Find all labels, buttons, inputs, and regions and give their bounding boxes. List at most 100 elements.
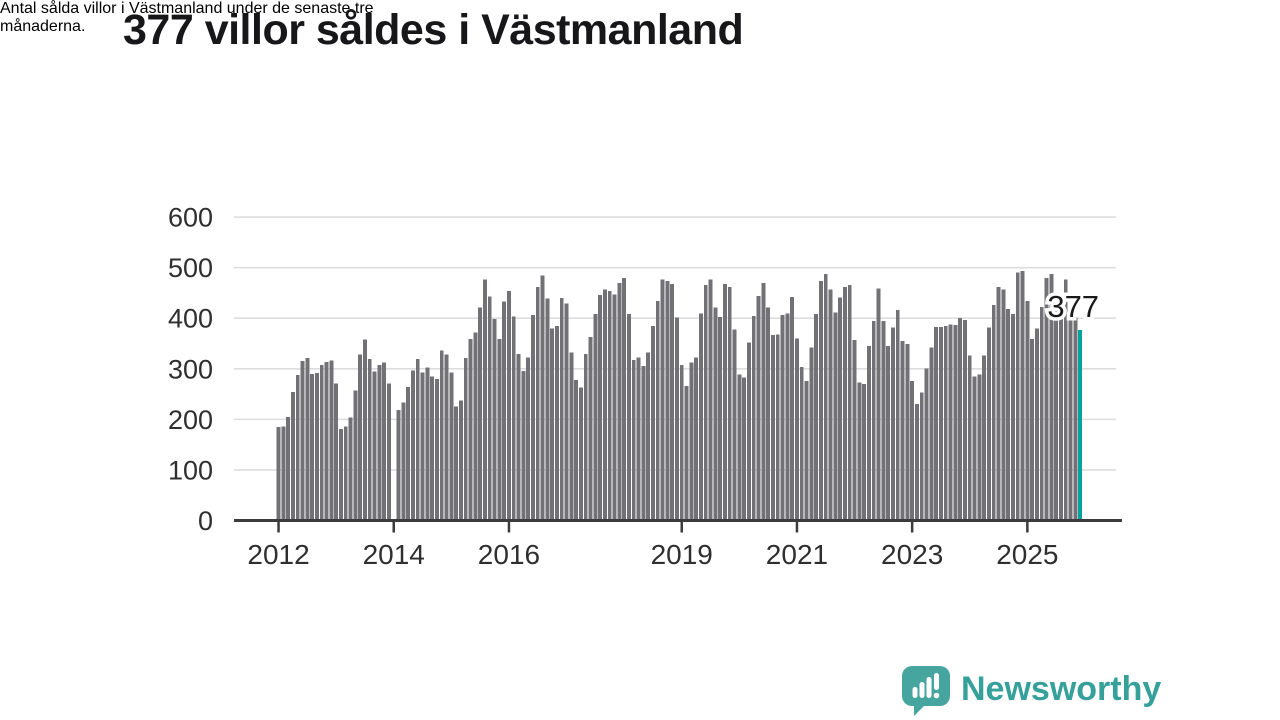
- bar: [420, 372, 425, 521]
- bar: [348, 417, 353, 521]
- bar: [319, 364, 324, 521]
- bar: [948, 324, 953, 521]
- bar: [699, 313, 703, 521]
- bar: [718, 317, 723, 521]
- x-axis-tick-label: 2012: [247, 539, 309, 570]
- bar: [598, 294, 603, 521]
- bar: [771, 334, 775, 521]
- bar: [1063, 279, 1068, 521]
- bar: [487, 296, 492, 521]
- bar: [540, 275, 545, 521]
- bar: [473, 332, 478, 521]
- bar: [967, 355, 972, 521]
- bar: [343, 426, 348, 521]
- bar: [694, 357, 699, 521]
- bar: [886, 346, 891, 521]
- y-axis-tick-label: 200: [168, 405, 213, 435]
- bar: [449, 372, 454, 521]
- bar: [507, 290, 511, 521]
- y-axis-tick-label: 0: [198, 506, 213, 536]
- bar: [708, 279, 713, 521]
- bar: [300, 361, 305, 521]
- bar: [646, 352, 651, 521]
- bar: [1015, 272, 1020, 521]
- bar: [785, 313, 790, 521]
- bar: [977, 374, 982, 521]
- bar: [555, 325, 559, 521]
- bar: [895, 310, 900, 521]
- bar: [852, 339, 857, 521]
- bar: [329, 360, 334, 521]
- bar: [627, 314, 631, 521]
- bar: [492, 319, 497, 521]
- y-axis-tick-label: 600: [168, 203, 213, 233]
- bar: [737, 374, 742, 521]
- chart-subtitle-line1: Antal sålda villor i Västmanland under d…: [0, 0, 374, 17]
- bar: [828, 289, 833, 521]
- bar: [502, 301, 507, 521]
- bar: [583, 354, 588, 521]
- bar: [1011, 314, 1015, 521]
- bar: [953, 324, 958, 521]
- bar: [612, 294, 617, 521]
- y-axis-tick-label: 500: [168, 253, 213, 283]
- bar: [579, 387, 583, 521]
- bar: [915, 404, 919, 521]
- y-axis-tick-label: 400: [168, 304, 213, 334]
- bar: [339, 428, 343, 521]
- bar: [367, 359, 372, 521]
- bar: [607, 290, 612, 521]
- bar: [780, 315, 785, 521]
- bar: [334, 383, 339, 521]
- bar: [603, 289, 607, 521]
- bar: [991, 305, 996, 521]
- bar: [564, 303, 569, 521]
- bar: [655, 301, 660, 521]
- value-annotation: 377: [1047, 289, 1099, 324]
- bar: [353, 390, 358, 521]
- bar: [929, 347, 934, 521]
- bar: [838, 297, 843, 521]
- bar: [761, 282, 766, 521]
- bar: [809, 347, 814, 521]
- y-axis-tick-label: 300: [168, 354, 213, 384]
- bar: [924, 368, 929, 521]
- bar: [622, 277, 627, 521]
- bar: [675, 317, 679, 521]
- bar: [684, 385, 689, 521]
- bar: [550, 328, 555, 521]
- bar: [497, 338, 502, 521]
- bar: [799, 366, 804, 521]
- bar: [636, 357, 641, 521]
- bar: [459, 400, 463, 521]
- bar: [415, 359, 420, 521]
- bar: [468, 338, 473, 521]
- bar: [795, 338, 799, 521]
- bar: [439, 350, 444, 521]
- bar: [1044, 277, 1049, 521]
- bar: [1059, 297, 1063, 521]
- bar: [679, 364, 684, 521]
- x-axis-tick-label: 2014: [363, 539, 425, 570]
- bar: [425, 367, 430, 521]
- bar: [305, 358, 310, 521]
- bar: [526, 357, 531, 521]
- bar: [660, 279, 665, 521]
- bar: [843, 286, 847, 521]
- chart-subtitle-line2: månaderna.: [0, 18, 86, 35]
- x-axis-tick-label: 2021: [766, 539, 828, 570]
- bar: [444, 354, 449, 521]
- bar: [483, 279, 487, 521]
- bar: [862, 383, 867, 521]
- bar: [814, 314, 819, 521]
- bar: [1039, 307, 1044, 521]
- bar: [463, 358, 468, 521]
- bar: [689, 362, 694, 521]
- bar: [377, 364, 382, 521]
- bar: [372, 371, 377, 521]
- bar: [747, 342, 751, 521]
- bar: [545, 298, 550, 521]
- newsworthy-logo: Newsworthy: [902, 666, 1161, 716]
- bar: [891, 327, 895, 521]
- bar: [982, 355, 987, 521]
